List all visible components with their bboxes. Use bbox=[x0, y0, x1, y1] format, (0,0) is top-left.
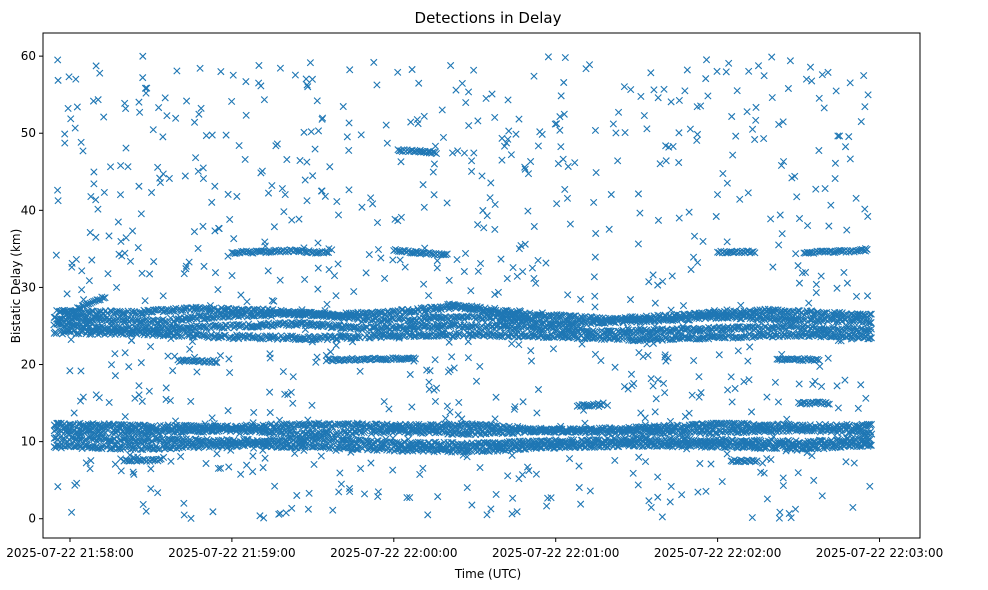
data-point bbox=[738, 312, 747, 320]
data-point bbox=[529, 316, 537, 324]
data-point bbox=[631, 317, 639, 325]
data-point bbox=[799, 315, 807, 323]
plot-area bbox=[42, 32, 921, 539]
data-point bbox=[669, 317, 677, 325]
data-point bbox=[826, 314, 834, 323]
data-point bbox=[84, 309, 92, 317]
data-point bbox=[866, 310, 874, 318]
data-point bbox=[377, 309, 385, 317]
data-point bbox=[599, 318, 607, 327]
data-point bbox=[350, 314, 358, 322]
data-point bbox=[783, 314, 791, 322]
data-point bbox=[601, 319, 609, 327]
data-point bbox=[802, 309, 810, 317]
data-point bbox=[671, 316, 679, 324]
data-points bbox=[50, 52, 876, 522]
data-point bbox=[559, 320, 567, 328]
data-point bbox=[182, 304, 190, 312]
data-point bbox=[564, 317, 572, 325]
data-point bbox=[725, 312, 734, 321]
data-point bbox=[538, 309, 546, 317]
data-point bbox=[94, 308, 102, 316]
data-point bbox=[180, 304, 188, 312]
data-point bbox=[534, 311, 542, 319]
plot-frame bbox=[43, 33, 920, 538]
data-point bbox=[435, 306, 443, 314]
data-point bbox=[266, 306, 274, 315]
data-point bbox=[248, 312, 256, 320]
data-point bbox=[263, 311, 271, 319]
data-point bbox=[746, 314, 754, 323]
data-point bbox=[758, 316, 766, 324]
chart-title: Detections in Delay bbox=[415, 9, 562, 27]
data-point bbox=[628, 316, 637, 324]
data-point bbox=[278, 308, 286, 317]
data-point bbox=[169, 305, 178, 313]
data-point bbox=[130, 308, 138, 316]
data-point bbox=[437, 303, 445, 311]
data-point bbox=[867, 310, 875, 318]
data-point bbox=[118, 309, 126, 317]
data-point bbox=[685, 316, 694, 324]
